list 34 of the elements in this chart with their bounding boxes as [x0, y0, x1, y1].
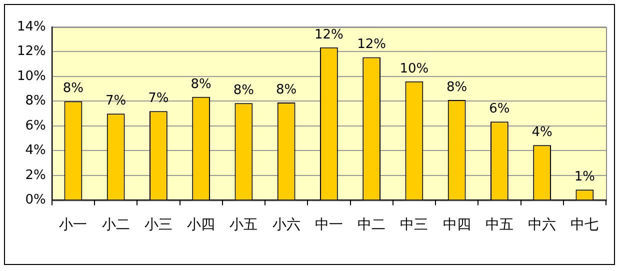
y-tick-label: 6% — [25, 118, 46, 134]
x-tick-label: 中三 — [400, 217, 428, 234]
x-tick-label: 小二 — [102, 217, 130, 234]
y-tick-label: 8% — [25, 94, 46, 109]
data-label: 6% — [489, 102, 510, 117]
x-tick-label: 中四 — [442, 217, 471, 234]
data-label: 8% — [276, 82, 297, 98]
y-tick-label: 2% — [25, 168, 46, 183]
data-label: 7% — [106, 93, 126, 108]
x-tick-label: 中六 — [528, 217, 556, 234]
y-tick-label: 0% — [25, 192, 46, 208]
x-tick-label: 中一 — [314, 217, 343, 234]
data-label: 8% — [190, 76, 212, 92]
x-tick-label: 中七 — [570, 217, 599, 234]
x-tick-label: 小四 — [187, 217, 216, 234]
data-label: 8% — [446, 80, 468, 95]
y-tick-label: 10% — [16, 68, 46, 84]
y-tick-label: 14% — [16, 19, 46, 34]
data-label: 4% — [532, 125, 552, 140]
data-label: 7% — [148, 91, 169, 106]
y-tick-label: 12% — [16, 44, 46, 60]
data-label: 12% — [314, 27, 344, 42]
data-label: 8% — [62, 81, 84, 96]
data-label: 8% — [233, 82, 254, 98]
x-tick-label: 中五 — [485, 217, 514, 234]
x-tick-label: 小六 — [272, 217, 300, 234]
y-tick-label: 4% — [25, 143, 46, 158]
x-tick-label: 小三 — [144, 217, 172, 234]
x-tick-label: 中二 — [358, 217, 386, 234]
x-tick-label: 小五 — [230, 217, 258, 234]
data-label: 1% — [574, 170, 595, 185]
data-label: 10% — [400, 61, 429, 76]
x-tick-label: 小一 — [59, 217, 88, 234]
data-label: 12% — [357, 37, 386, 52]
